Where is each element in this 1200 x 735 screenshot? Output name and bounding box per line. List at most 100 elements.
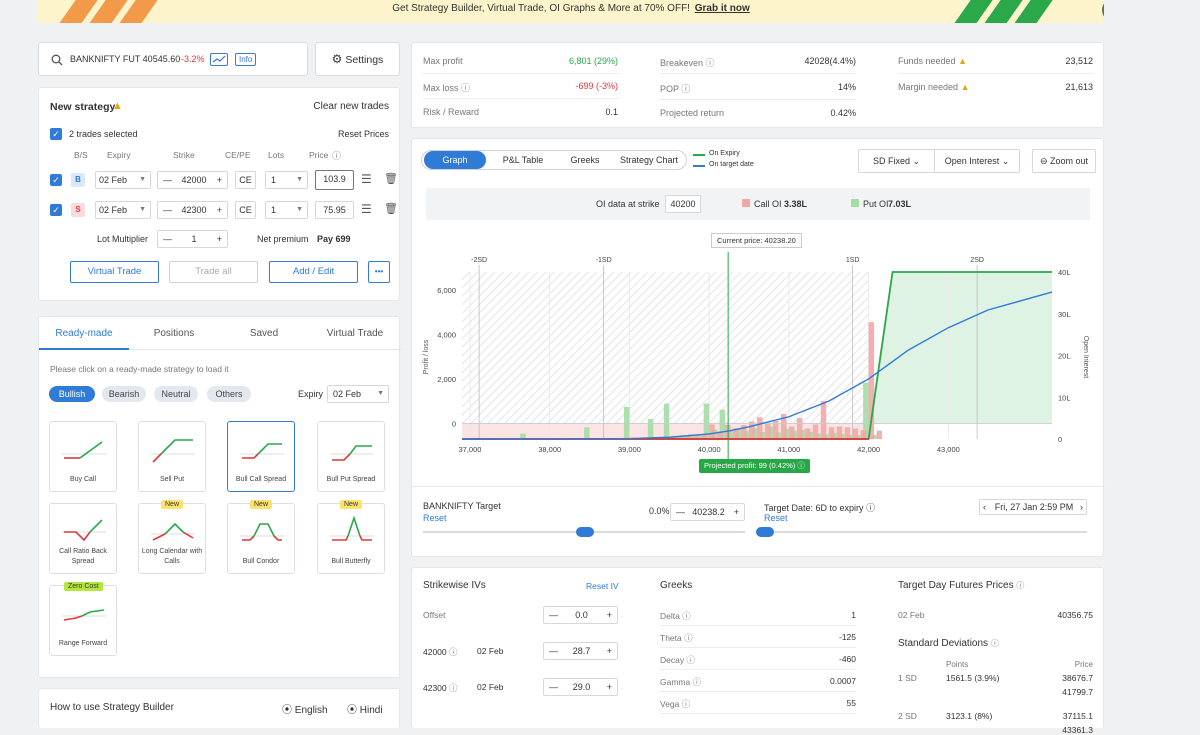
trash-icon[interactable]: 🗑 xyxy=(384,173,398,185)
trade-checkbox[interactable]: ✓ xyxy=(50,174,62,186)
price-input[interactable]: 103.9 xyxy=(315,170,354,190)
filter-others[interactable]: Others xyxy=(207,386,251,402)
call-oi-swatch xyxy=(742,199,750,207)
target-slider-thumb[interactable] xyxy=(576,527,594,537)
tab-graph[interactable]: Graph xyxy=(424,151,486,169)
minus-icon[interactable]: — xyxy=(549,646,558,656)
minus-icon[interactable]: — xyxy=(163,175,172,185)
reset-iv-button[interactable]: Reset IV xyxy=(586,581,619,591)
readymade-expiry-select[interactable]: 02 Feb ▼ xyxy=(327,385,389,403)
trade-checkbox[interactable]: ✓ xyxy=(50,204,62,216)
tab-virtual-trade[interactable]: Virtual Trade xyxy=(326,328,384,339)
chevron-left-icon[interactable]: ‹ xyxy=(983,502,986,512)
settings-button[interactable]: ⚙ Settings xyxy=(315,42,400,76)
add-edit-button[interactable]: Add / Edit xyxy=(269,261,358,283)
trade-bs-badge[interactable]: B xyxy=(71,173,85,187)
chevron-right-icon[interactable]: › xyxy=(1080,502,1083,512)
menu-lines-icon[interactable]: ☰ xyxy=(361,202,372,216)
help-icon: ⓘ xyxy=(681,699,691,709)
option-type-select[interactable]: CE xyxy=(235,201,256,219)
plus-icon[interactable]: + xyxy=(606,646,612,656)
expiry-select[interactable]: 02 Feb ▼ xyxy=(95,171,151,189)
chevron-down-icon: ⌄ xyxy=(1001,156,1010,166)
banner-link[interactable]: Grab it now xyxy=(694,3,750,14)
strike-stepper[interactable]: — 42300 + xyxy=(157,201,228,219)
filter-bullish[interactable]: Bullish xyxy=(49,386,95,402)
strategy-tile-bull-put-spread[interactable]: Bull Put Spread xyxy=(317,421,385,492)
clear-trades-button[interactable]: Clear new trades xyxy=(313,101,389,112)
tab-saved[interactable]: Saved xyxy=(249,328,279,339)
tab-greeks[interactable]: Greeks xyxy=(570,155,600,165)
price-input[interactable]: 75.95 xyxy=(315,201,354,219)
plus-icon[interactable]: + xyxy=(606,610,612,620)
open-interest-dropdown[interactable]: Open Interest ⌄ xyxy=(934,149,1020,173)
target-date-reset[interactable]: Reset xyxy=(764,513,788,523)
lots-select[interactable]: 1 ▼ xyxy=(265,171,308,189)
filter-bearish[interactable]: Bearish xyxy=(102,386,146,402)
plus-icon[interactable]: + xyxy=(216,205,222,215)
date-slider-thumb[interactable] xyxy=(756,527,774,537)
payoff-graph-icon xyxy=(240,523,284,541)
minus-icon[interactable]: — xyxy=(163,205,172,215)
sd-fixed-dropdown[interactable]: SD Fixed ⌄ xyxy=(858,149,935,173)
payoff-chart[interactable]: 37,000 38,000 39,000 40,000 41,000 42,000 43,0… xyxy=(412,227,1105,477)
strategy-tile-bull-butterfly[interactable]: New Bull Butterfly xyxy=(317,500,385,574)
strategy-tile-long-calendar[interactable]: New Long Calendar with Calls xyxy=(138,500,206,574)
tab-pl-table[interactable]: P&L Table xyxy=(502,155,544,165)
offset-stepper[interactable]: — 0.0 + xyxy=(543,606,618,624)
trade-bs-badge[interactable]: S xyxy=(71,203,85,217)
virtual-trade-button[interactable]: Virtual Trade xyxy=(70,261,159,283)
trash-icon[interactable]: 🗑 xyxy=(384,203,398,215)
strategy-tile-bull-condor[interactable]: New Bull Condor xyxy=(227,500,295,574)
date-slider-track[interactable] xyxy=(756,531,1087,533)
target-date-picker[interactable]: ‹ Fri, 27 Jan 2:59 PM › xyxy=(979,499,1087,515)
banner-close-button[interactable]: × xyxy=(1102,0,1104,21)
minus-icon[interactable]: — xyxy=(549,682,558,692)
tab-positions[interactable]: Positions xyxy=(153,328,195,339)
strategy-tile-buy-call[interactable]: Buy Call xyxy=(49,421,117,492)
minus-icon[interactable]: — xyxy=(676,507,685,517)
greek-name: Vega xyxy=(660,699,680,709)
plus-icon[interactable]: + xyxy=(216,175,222,185)
banner-text: Get Strategy Builder, Virtual Trade, OI … xyxy=(38,3,1104,14)
zoom-out-button[interactable]: ⊖ Zoom out xyxy=(1032,149,1096,173)
funds-needed-value: 23,512 xyxy=(1065,56,1093,66)
option-type-select[interactable]: CE xyxy=(235,171,256,189)
strike-stepper[interactable]: — 42000 + xyxy=(157,171,228,189)
target-stepper[interactable]: — 40238.2 + xyxy=(670,503,745,521)
plus-icon[interactable]: + xyxy=(606,682,612,692)
plus-icon[interactable]: + xyxy=(733,507,739,517)
filter-neutral[interactable]: Neutral xyxy=(154,386,198,402)
info-button[interactable]: Info xyxy=(235,53,257,66)
strategy-tile-call-ratio-back-spread[interactable]: Call Ratio Back Spread xyxy=(49,503,117,574)
plus-icon[interactable]: + xyxy=(216,234,222,244)
lots-select[interactable]: 1 ▼ xyxy=(265,201,308,219)
sd-title-text: Standard Deviations xyxy=(898,638,989,649)
howto-hindi-button[interactable]: ⦿ Hindi xyxy=(347,701,383,716)
tab-strategy-chart[interactable]: Strategy Chart xyxy=(619,155,679,165)
howto-english-button[interactable]: ⦿ English xyxy=(282,701,328,716)
greek-label: Decay ⓘ xyxy=(660,654,695,666)
greek-name: Gamma xyxy=(660,677,691,687)
select-all-checkbox[interactable]: ✓ xyxy=(50,128,62,140)
strategy-tile-bull-call-spread[interactable]: Bull Call Spread xyxy=(227,421,295,492)
trade-all-button[interactable]: Trade all xyxy=(169,261,258,283)
tab-readymade[interactable]: Ready-made xyxy=(55,328,113,339)
sd-row-points: 3123.1 (8%) xyxy=(946,711,993,721)
lot-multiplier-stepper[interactable]: — 1 + xyxy=(157,230,228,248)
chart-icon[interactable] xyxy=(210,53,228,66)
strategy-tile-sell-put[interactable]: Sell Put xyxy=(138,421,206,492)
reset-prices-button[interactable]: Reset Prices xyxy=(337,129,389,139)
iv-stepper[interactable]: — 29.0 + xyxy=(543,678,618,696)
tile-label: Long Calendar with Calls xyxy=(141,548,203,565)
symbol-search[interactable]: BANKNIFTY FUT 40545.60 -3.2% Info xyxy=(38,42,308,76)
expiry-select[interactable]: 02 Feb ▼ xyxy=(95,201,151,219)
target-reset-button[interactable]: Reset xyxy=(423,513,447,523)
oi-strike-value[interactable]: 40200 xyxy=(665,195,701,213)
minus-icon[interactable]: — xyxy=(549,610,558,620)
menu-lines-icon[interactable]: ☰ xyxy=(361,172,372,186)
strategy-tile-range-forward[interactable]: Zero Cost Range Forward xyxy=(49,582,117,656)
iv-stepper[interactable]: — 28.7 + xyxy=(543,642,618,660)
minus-icon[interactable]: — xyxy=(163,234,172,244)
more-options-button[interactable]: ••• xyxy=(368,261,390,283)
